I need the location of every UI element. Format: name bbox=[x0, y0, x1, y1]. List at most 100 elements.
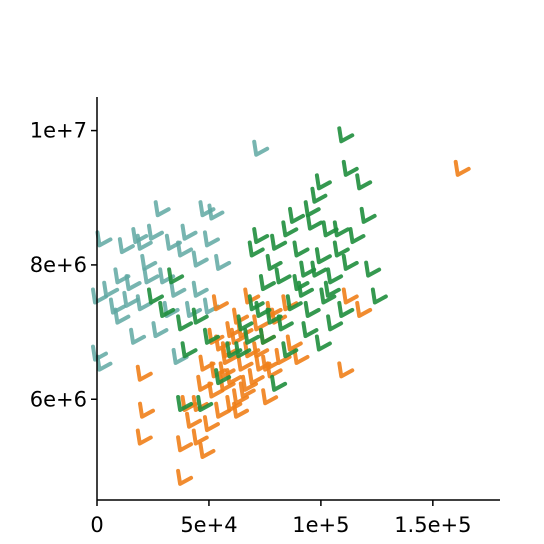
data-point bbox=[185, 300, 203, 318]
data-point bbox=[225, 321, 243, 339]
data-point bbox=[292, 240, 310, 258]
data-point bbox=[198, 354, 216, 372]
data-point bbox=[211, 294, 229, 312]
data-point bbox=[299, 260, 317, 278]
data-point bbox=[332, 220, 350, 238]
data-point bbox=[276, 314, 294, 332]
data-point bbox=[176, 314, 194, 332]
data-point bbox=[332, 240, 350, 258]
data-point bbox=[124, 274, 142, 292]
data-point bbox=[252, 139, 270, 157]
data-point bbox=[180, 341, 198, 359]
y-tick-label: 6e+6 bbox=[30, 387, 87, 411]
data-point bbox=[122, 290, 140, 308]
data-point bbox=[138, 401, 156, 419]
x-tick-label: 5e+4 bbox=[180, 513, 237, 537]
data-point bbox=[326, 267, 344, 285]
data-point bbox=[243, 327, 261, 345]
x-tick-label: 1.5e+5 bbox=[394, 513, 471, 537]
data-point bbox=[252, 314, 270, 332]
scatter-marks bbox=[91, 126, 471, 486]
data-point bbox=[265, 253, 283, 271]
data-point bbox=[337, 126, 355, 144]
data-point bbox=[341, 287, 359, 305]
data-point bbox=[95, 230, 113, 248]
data-point bbox=[261, 388, 279, 406]
data-point bbox=[113, 307, 131, 325]
data-point bbox=[234, 341, 252, 359]
data-point bbox=[214, 253, 232, 271]
data-point bbox=[252, 227, 270, 245]
data-point bbox=[258, 274, 276, 292]
data-point bbox=[232, 388, 250, 406]
data-point bbox=[323, 280, 341, 298]
data-point bbox=[258, 327, 276, 345]
data-point bbox=[171, 347, 189, 365]
data-point bbox=[265, 307, 283, 325]
data-point bbox=[292, 274, 310, 292]
data-point bbox=[198, 441, 216, 459]
data-point bbox=[285, 334, 303, 352]
data-point bbox=[151, 321, 169, 339]
y-axis-ticks: 6e+6 8e+6 1e+7 bbox=[30, 119, 97, 411]
data-point bbox=[191, 394, 209, 412]
data-point bbox=[337, 300, 355, 318]
data-point bbox=[326, 314, 344, 332]
x-tick-label: 1e+5 bbox=[292, 513, 349, 537]
data-point bbox=[91, 287, 108, 305]
data-point bbox=[214, 368, 232, 386]
data-point bbox=[191, 280, 209, 298]
data-point bbox=[261, 354, 279, 372]
data-point bbox=[232, 401, 250, 419]
data-point bbox=[214, 401, 232, 419]
data-point bbox=[364, 260, 382, 278]
data-point bbox=[301, 321, 319, 339]
data-point bbox=[176, 240, 194, 258]
data-point bbox=[196, 394, 214, 412]
x-tick-label: 0 bbox=[90, 513, 103, 537]
data-point bbox=[185, 411, 203, 429]
data-point bbox=[180, 223, 198, 241]
data-point bbox=[135, 233, 153, 251]
data-point bbox=[281, 341, 299, 359]
data-point bbox=[310, 186, 328, 204]
data-point bbox=[225, 394, 243, 412]
data-point bbox=[207, 327, 225, 345]
data-point bbox=[176, 435, 194, 453]
data-point bbox=[218, 361, 236, 379]
data-point bbox=[220, 341, 238, 359]
data-point bbox=[196, 374, 214, 392]
data-point bbox=[348, 227, 366, 245]
x-axis-ticks: 0 5e+4 1e+5 1.5e+5 bbox=[90, 500, 471, 537]
data-point bbox=[236, 354, 254, 372]
data-point bbox=[117, 237, 135, 255]
data-point bbox=[207, 203, 225, 221]
data-point bbox=[202, 415, 220, 433]
data-point bbox=[191, 307, 209, 325]
data-point bbox=[285, 294, 303, 312]
data-point bbox=[314, 334, 332, 352]
data-point bbox=[202, 230, 220, 248]
data-point bbox=[102, 280, 120, 298]
data-point bbox=[453, 159, 471, 177]
data-point bbox=[241, 374, 259, 392]
data-point bbox=[140, 253, 158, 271]
data-point bbox=[321, 220, 339, 238]
data-point bbox=[232, 307, 250, 325]
data-point bbox=[176, 468, 194, 486]
data-point bbox=[341, 159, 359, 177]
data-point bbox=[270, 374, 288, 392]
data-point bbox=[153, 200, 171, 218]
data-point bbox=[292, 347, 310, 365]
data-point bbox=[310, 260, 328, 278]
data-point bbox=[274, 347, 292, 365]
data-point bbox=[162, 300, 180, 318]
data-point bbox=[370, 287, 388, 305]
data-point bbox=[314, 247, 332, 265]
data-point bbox=[180, 394, 198, 412]
data-point bbox=[191, 428, 209, 446]
data-point bbox=[247, 294, 265, 312]
data-point bbox=[142, 267, 160, 285]
data-point bbox=[314, 173, 332, 191]
data-point bbox=[274, 267, 292, 285]
